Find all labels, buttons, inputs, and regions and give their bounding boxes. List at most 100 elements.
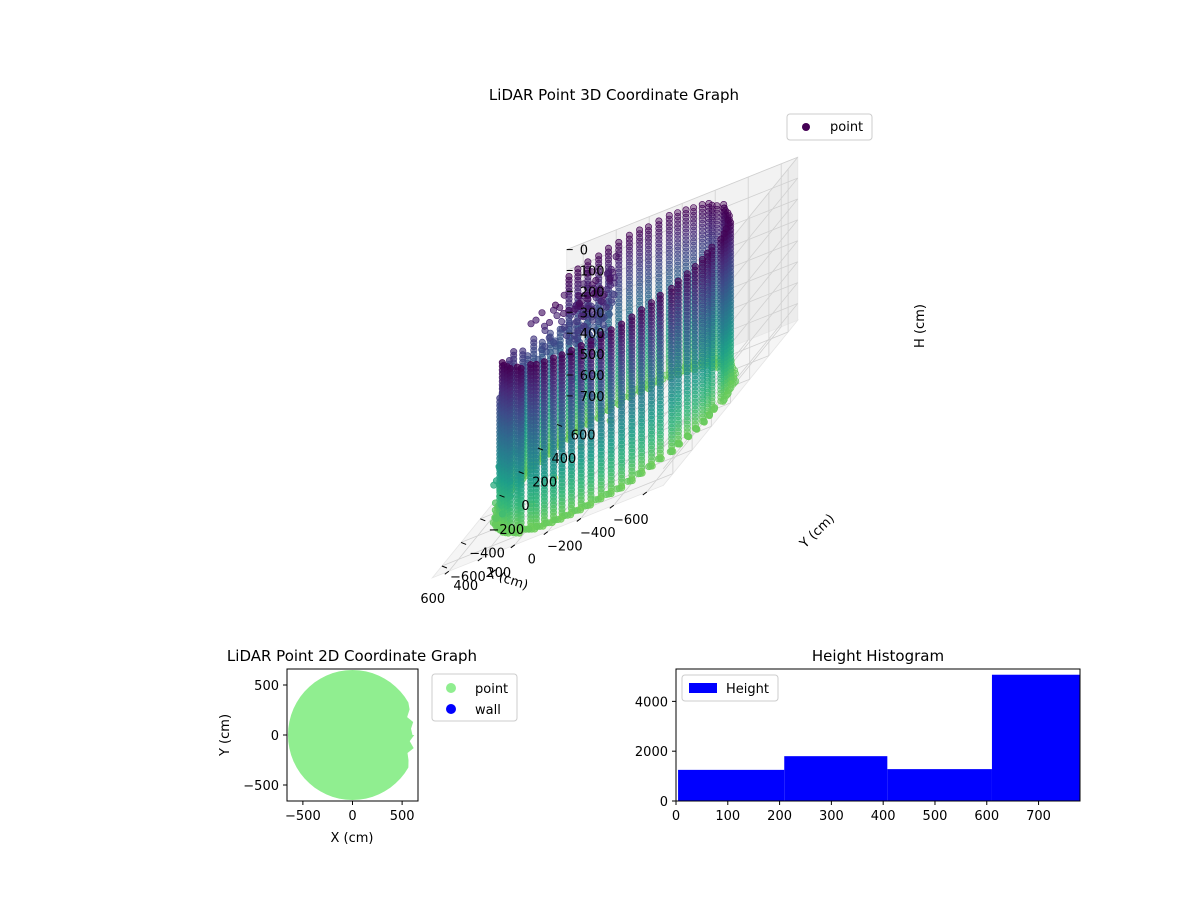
point-3d — [625, 303, 633, 311]
point-disk-group — [287, 670, 415, 800]
point-3d — [690, 234, 698, 242]
point-3d — [636, 256, 644, 264]
lidar-3d-chart: LiDAR Point 3D Coordinate Graph −600−400… — [420, 86, 928, 607]
point-3d — [706, 410, 714, 418]
point-3d — [717, 374, 725, 382]
point-3d — [558, 317, 566, 325]
point-3d — [625, 243, 633, 251]
point-3d — [545, 318, 553, 326]
point-3d — [720, 230, 728, 238]
point-3d — [644, 268, 652, 276]
point-3d — [636, 282, 644, 290]
height-histogram-chart: Height Histogram 0 100 200 300 400 500 600 7000… — [635, 647, 1081, 824]
y-axis-label-3d: Y (cm) — [797, 511, 838, 552]
point-3d — [713, 221, 721, 229]
legend-histogram: Height — [681, 674, 779, 702]
point-3d — [698, 235, 706, 243]
point-3d — [560, 323, 568, 331]
point-3d — [655, 236, 663, 244]
point-3d — [636, 237, 644, 245]
point-3d — [717, 397, 725, 405]
point-3d — [565, 338, 573, 346]
point-3d — [571, 305, 579, 313]
point-3d — [625, 299, 633, 307]
histogram-bar — [784, 756, 888, 801]
point-3d — [690, 253, 698, 261]
point-3d — [625, 291, 633, 299]
point-3d — [717, 333, 725, 341]
point-3d — [717, 258, 725, 266]
point-3d — [720, 395, 728, 403]
point-3d — [540, 322, 548, 330]
point-3d — [665, 272, 673, 280]
point-3d — [674, 216, 682, 224]
point-3d — [636, 234, 644, 242]
tick-label-y-3d: −600 — [450, 570, 486, 585]
point-3d — [655, 277, 663, 285]
tick-label-x-histogram: 300 — [819, 809, 844, 824]
point-3d — [665, 219, 673, 227]
point-3d — [665, 268, 673, 276]
legend-3d-point-label: point — [830, 120, 863, 135]
point-3d — [717, 371, 725, 379]
point-3d — [644, 245, 652, 253]
point-3d — [625, 284, 633, 292]
point-3d — [644, 287, 652, 295]
tick-y-3d — [499, 494, 505, 498]
tick-label-x-3d: 400 — [453, 579, 478, 594]
point-3d — [655, 270, 663, 278]
point-3d — [698, 208, 706, 216]
point-3d — [690, 245, 698, 253]
tick-label-x-3d: 600 — [420, 592, 445, 607]
point-3d — [550, 338, 558, 346]
point-3d — [682, 262, 690, 270]
point-3d — [698, 238, 706, 246]
point-3d — [717, 250, 725, 258]
point-3d — [717, 363, 725, 371]
point-3d — [625, 258, 633, 266]
point-3d — [665, 212, 673, 220]
point-3d — [600, 325, 608, 333]
point-3d — [674, 231, 682, 239]
point-3d — [551, 516, 559, 524]
point-3d — [636, 286, 644, 294]
point-3d — [583, 269, 591, 277]
point-3d — [644, 249, 652, 257]
point-3d — [636, 252, 644, 260]
point-3d — [636, 241, 644, 249]
point-3d — [698, 223, 706, 231]
point-3d — [625, 250, 633, 258]
tick-label-x-3d: −400 — [580, 526, 616, 541]
point-3d — [674, 213, 682, 221]
tick-label-x-2d: 500 — [390, 809, 415, 824]
tick-label-x-histogram: 100 — [715, 809, 740, 824]
point-3d — [655, 247, 663, 255]
point-3d — [727, 222, 735, 230]
point-3d — [682, 232, 690, 240]
point-3d — [717, 318, 725, 326]
point-3d — [636, 264, 644, 272]
point-3d — [682, 225, 690, 233]
point-3d — [690, 241, 698, 249]
point-3d — [577, 312, 585, 320]
point-3d — [542, 519, 550, 527]
point-3d — [682, 247, 690, 255]
point-3d — [711, 404, 719, 412]
point-3d — [717, 329, 725, 337]
legend-2d-point-label: point — [475, 682, 508, 697]
point-3d — [717, 269, 725, 277]
point-3d — [717, 348, 725, 356]
point-3d — [655, 225, 663, 233]
point-3d — [625, 276, 633, 284]
point-disk-2d — [287, 670, 415, 800]
point-3d — [581, 502, 589, 510]
point-3d — [682, 217, 690, 225]
point-3d — [683, 432, 691, 440]
point-3d — [682, 210, 690, 218]
legend-2d-wall-marker — [446, 704, 456, 714]
point-3d — [525, 525, 533, 533]
point-3d — [674, 246, 682, 254]
point-3d — [717, 280, 725, 288]
tick-label-y-2d: −500 — [243, 779, 279, 794]
tick-label-y-histogram: 2000 — [635, 745, 668, 760]
